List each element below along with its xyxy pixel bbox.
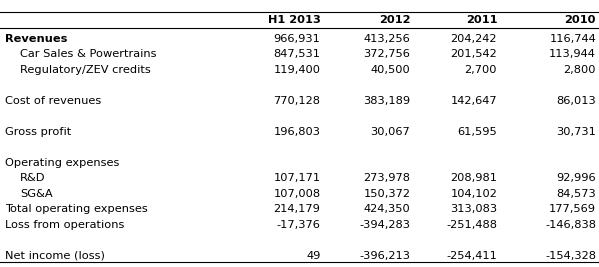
Text: 2010: 2010 xyxy=(564,15,596,25)
Text: 142,647: 142,647 xyxy=(450,96,497,106)
Text: 204,242: 204,242 xyxy=(450,34,497,44)
Text: Loss from operations: Loss from operations xyxy=(5,219,124,230)
Text: 92,996: 92,996 xyxy=(556,173,596,183)
Text: 313,083: 313,083 xyxy=(450,204,497,214)
Text: 107,171: 107,171 xyxy=(273,173,320,183)
Text: Regulatory/ZEV credits: Regulatory/ZEV credits xyxy=(20,65,150,75)
Text: 2011: 2011 xyxy=(465,15,497,25)
Text: -17,376: -17,376 xyxy=(277,219,320,230)
Text: 770,128: 770,128 xyxy=(274,96,320,106)
Text: 847,531: 847,531 xyxy=(274,49,320,59)
Text: Total operating expenses: Total operating expenses xyxy=(5,204,147,214)
Text: 49: 49 xyxy=(306,250,320,261)
Text: 116,744: 116,744 xyxy=(549,34,596,44)
Text: 372,756: 372,756 xyxy=(364,49,410,59)
Text: 208,981: 208,981 xyxy=(450,173,497,183)
Text: 61,595: 61,595 xyxy=(458,127,497,137)
Text: 273,978: 273,978 xyxy=(364,173,410,183)
Text: 383,189: 383,189 xyxy=(363,96,410,106)
Text: Gross profit: Gross profit xyxy=(5,127,71,137)
Text: Revenues: Revenues xyxy=(5,34,67,44)
Text: Net income (loss): Net income (loss) xyxy=(5,250,105,261)
Text: Car Sales & Powertrains: Car Sales & Powertrains xyxy=(20,49,156,59)
Text: -154,328: -154,328 xyxy=(545,250,596,261)
Text: 201,542: 201,542 xyxy=(450,49,497,59)
Text: SG&A: SG&A xyxy=(20,189,52,199)
Text: 30,731: 30,731 xyxy=(556,127,596,137)
Text: 84,573: 84,573 xyxy=(556,189,596,199)
Text: Cost of revenues: Cost of revenues xyxy=(5,96,101,106)
Text: 424,350: 424,350 xyxy=(364,204,410,214)
Text: -396,213: -396,213 xyxy=(359,250,410,261)
Text: 413,256: 413,256 xyxy=(364,34,410,44)
Text: 113,944: 113,944 xyxy=(549,49,596,59)
Text: 214,179: 214,179 xyxy=(274,204,320,214)
Text: 177,569: 177,569 xyxy=(549,204,596,214)
Text: H1 2013: H1 2013 xyxy=(268,15,320,25)
Text: 104,102: 104,102 xyxy=(450,189,497,199)
Text: 119,400: 119,400 xyxy=(274,65,320,75)
Text: 2,800: 2,800 xyxy=(564,65,596,75)
Text: 966,931: 966,931 xyxy=(274,34,320,44)
Text: 40,500: 40,500 xyxy=(371,65,410,75)
Text: R&D: R&D xyxy=(20,173,46,183)
Text: -254,411: -254,411 xyxy=(446,250,497,261)
Text: 86,013: 86,013 xyxy=(556,96,596,106)
Text: -394,283: -394,283 xyxy=(359,219,410,230)
Text: 150,372: 150,372 xyxy=(364,189,410,199)
Text: 107,008: 107,008 xyxy=(273,189,320,199)
Text: 2,700: 2,700 xyxy=(465,65,497,75)
Text: -251,488: -251,488 xyxy=(446,219,497,230)
Text: 196,803: 196,803 xyxy=(274,127,320,137)
Text: 2012: 2012 xyxy=(379,15,410,25)
Text: 30,067: 30,067 xyxy=(371,127,410,137)
Text: Operating expenses: Operating expenses xyxy=(5,158,119,168)
Text: -146,838: -146,838 xyxy=(545,219,596,230)
